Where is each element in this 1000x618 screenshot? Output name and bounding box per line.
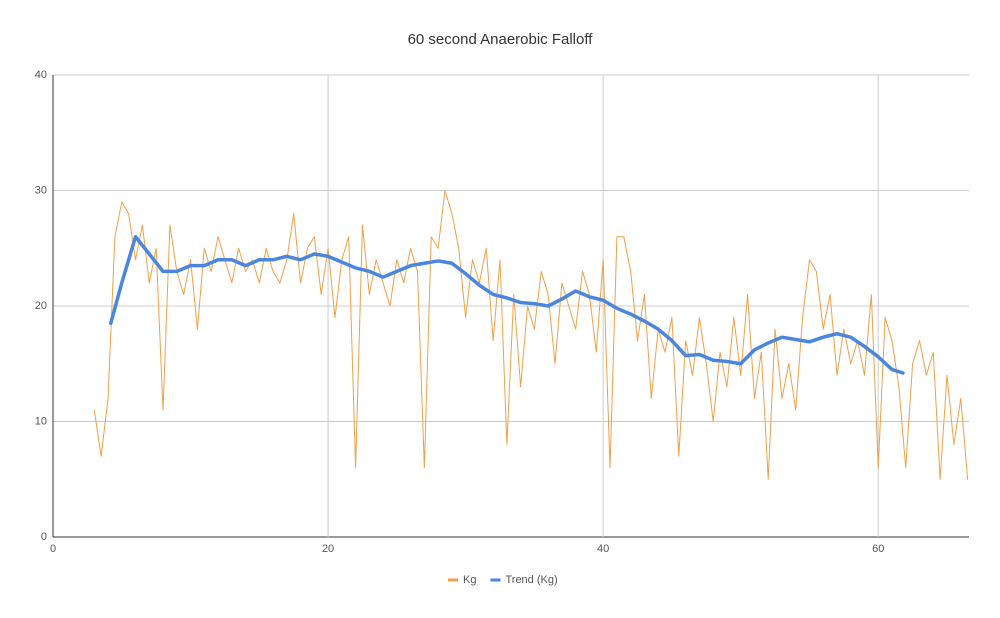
x-tick-label: 40	[597, 543, 609, 555]
legend-label: Kg	[463, 574, 476, 586]
x-tick-label: 0	[50, 543, 56, 555]
y-tick-label: 0	[41, 531, 47, 543]
y-tick-label: 30	[35, 184, 47, 196]
x-tick-label: 60	[872, 543, 884, 555]
line-series	[109, 234, 905, 375]
line-series	[93, 190, 969, 480]
y-tick-label: 20	[35, 300, 47, 312]
chart-title: 60 second Anaerobic Falloff	[408, 31, 594, 48]
y-tick-label: 10	[35, 415, 47, 427]
y-tick-label: 40	[35, 69, 47, 81]
x-tick-label: 20	[322, 543, 334, 555]
legend-label: Trend (Kg)	[505, 574, 557, 586]
